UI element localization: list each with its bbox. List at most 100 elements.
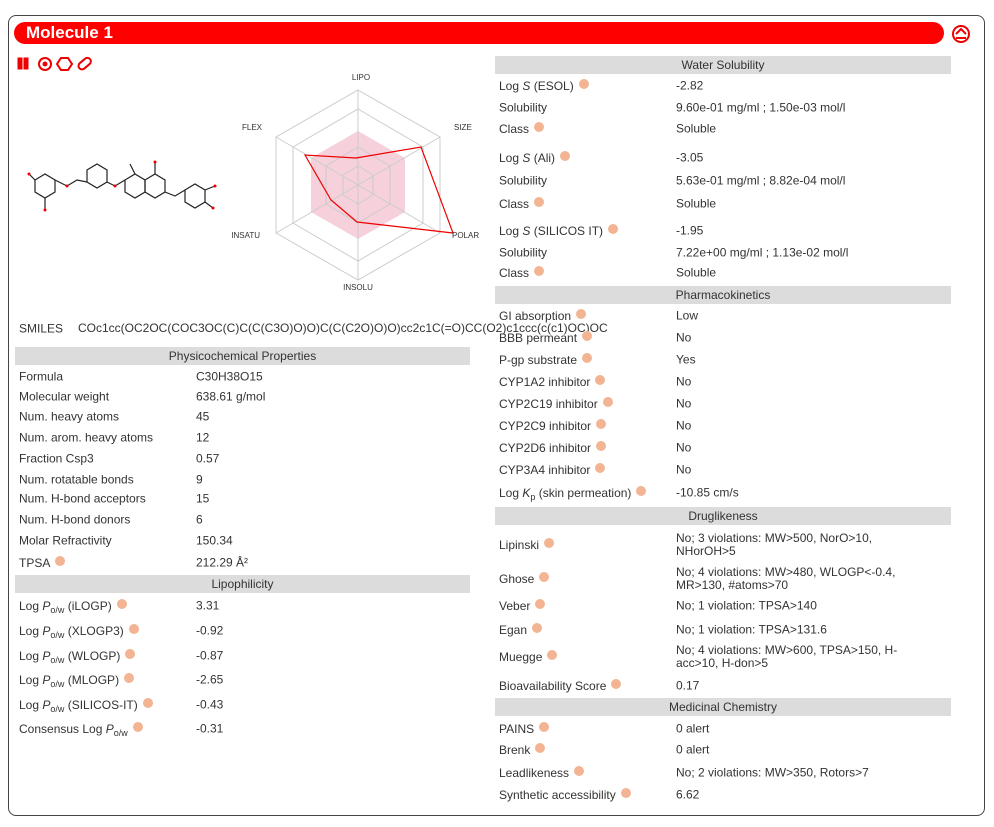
row-label: Ghose bbox=[499, 572, 550, 586]
row-label: Solubility bbox=[499, 245, 548, 260]
row-label: Veber bbox=[499, 599, 546, 613]
row-label: Bioavailability Score bbox=[499, 679, 622, 693]
help-icon bbox=[124, 673, 135, 683]
row-label: Class bbox=[499, 266, 545, 280]
row-value: 0 alert bbox=[676, 742, 710, 757]
section-header: Lipophilicity bbox=[15, 575, 470, 593]
smiles-value: COc1cc(OC2OC(COC3OC(C)C(C(C3O)O)O)C(C(C2… bbox=[78, 321, 608, 335]
row-label: Solubility bbox=[499, 174, 547, 188]
label-part: P bbox=[42, 673, 51, 687]
collapse-button[interactable] bbox=[950, 24, 972, 46]
label-part: (iLOGP) bbox=[64, 599, 112, 613]
icon-toolbar bbox=[17, 56, 92, 71]
row-label: Num. rotatable bonds bbox=[19, 472, 134, 487]
label-part: P bbox=[42, 624, 51, 638]
row-value: -2.82 bbox=[676, 78, 704, 93]
help-icon bbox=[539, 572, 550, 582]
row-value: -3.05 bbox=[676, 150, 704, 165]
row-value: No; 1 violation: TPSA>131.6 bbox=[676, 622, 827, 637]
row-label: Class bbox=[499, 122, 545, 136]
help-icon bbox=[596, 441, 607, 451]
label-text: Veber bbox=[499, 599, 531, 613]
label-text: Class bbox=[499, 266, 530, 280]
label-part: K bbox=[522, 486, 531, 500]
label-part: o/w bbox=[50, 704, 65, 714]
label-text: Molecular weight bbox=[19, 389, 110, 404]
row-value: No bbox=[676, 396, 692, 411]
row-label: Synthetic accessibility bbox=[499, 788, 631, 802]
row-value: No; 3 violations: MW>500, NorO>10, NHorO… bbox=[676, 531, 873, 558]
label-text: Synthetic accessibility bbox=[499, 788, 616, 802]
help-icon bbox=[116, 599, 127, 609]
row-label: Log S (Ali) bbox=[499, 151, 571, 165]
row-value: No bbox=[676, 374, 692, 389]
row-value: -0.43 bbox=[196, 697, 224, 712]
label-text: CYP2D6 inhibitor bbox=[499, 441, 592, 455]
label-text: Fraction Csp3 bbox=[19, 451, 94, 466]
radar-axis-label: LIPO bbox=[352, 73, 370, 82]
row-label: Log S (SILICOS IT) bbox=[499, 224, 619, 238]
row-value: No bbox=[676, 440, 692, 455]
row-value: 9.60e-01 mg/ml ; 1.50e-03 mol/l bbox=[676, 100, 846, 115]
help-icon bbox=[574, 766, 585, 776]
row-value: Soluble bbox=[676, 121, 717, 136]
row-value: No bbox=[676, 462, 692, 477]
label-text: Bioavailability Score bbox=[499, 679, 607, 693]
label-part: p bbox=[530, 492, 536, 502]
row-value: 150.34 bbox=[196, 533, 233, 548]
row-label: Egan bbox=[499, 623, 543, 637]
help-icon bbox=[132, 722, 143, 732]
row-label: CYP1A2 inhibitor bbox=[499, 375, 606, 389]
label-text: Formula bbox=[19, 369, 64, 384]
label-part: o/w bbox=[50, 655, 65, 665]
label-text: GI absorption bbox=[499, 309, 572, 323]
label-text: CYP1A2 inhibitor bbox=[499, 375, 591, 389]
label-text: CYP3A4 inhibitor bbox=[499, 463, 591, 477]
row-label: Molar Refractivity bbox=[19, 534, 112, 548]
label-text: Num. heavy atoms bbox=[19, 409, 120, 424]
radar-axis-label: SIZE bbox=[454, 123, 472, 132]
label-part: Log bbox=[499, 486, 523, 500]
row-value: 0.17 bbox=[676, 678, 700, 693]
label-part: P bbox=[42, 599, 51, 613]
label-part: S bbox=[522, 224, 531, 238]
row-value: Yes bbox=[676, 352, 696, 367]
row-label: Fraction Csp3 bbox=[19, 451, 94, 466]
row-value: No bbox=[676, 330, 692, 345]
row-label: Log Kp (skin permeation) bbox=[499, 486, 647, 502]
row-value: 6.62 bbox=[676, 787, 700, 802]
row-label: Molecular weight bbox=[19, 389, 110, 404]
help-icon bbox=[535, 743, 546, 753]
row-value: 0.57 bbox=[196, 451, 220, 466]
row-value: 12 bbox=[196, 430, 210, 445]
row-label: Solubility bbox=[499, 101, 547, 115]
label-text: Solubility bbox=[499, 245, 548, 260]
label-text: Num. rotatable bonds bbox=[19, 472, 134, 487]
row-value: No; 4 violations: MW>480, WLOGP<-0.4, MR… bbox=[676, 565, 896, 592]
radar-axis-label: INSOLU bbox=[343, 283, 373, 292]
row-label: TPSA bbox=[19, 556, 66, 570]
row-value: Soluble bbox=[676, 196, 717, 211]
help-icon bbox=[582, 353, 593, 363]
label-part: (skin permeation) bbox=[535, 486, 632, 500]
label-text: P-gp substrate bbox=[499, 353, 578, 367]
section-header: Druglikeness bbox=[495, 507, 951, 525]
section-header: Water Solubility bbox=[495, 56, 951, 74]
row-label: Log Po/w (WLOGP) bbox=[19, 649, 136, 665]
row-value: C30H38O15 bbox=[196, 369, 263, 384]
label-part: P bbox=[105, 722, 114, 736]
row-label: CYP3A4 inhibitor bbox=[499, 463, 606, 477]
label-part: (SILICOS-IT) bbox=[64, 698, 138, 712]
label-text: BBB permeant bbox=[499, 331, 578, 345]
row-label: Class bbox=[499, 197, 545, 211]
row-value: Soluble bbox=[676, 265, 717, 280]
label-part: Log bbox=[19, 599, 43, 613]
label-part: o/w bbox=[50, 605, 65, 615]
row-value: 6 bbox=[196, 512, 203, 527]
result-panel bbox=[8, 15, 985, 816]
row-label: Brenk bbox=[499, 743, 546, 757]
row-value: -10.85 cm/s bbox=[676, 485, 739, 500]
section-header: Medicinal Chemistry bbox=[495, 698, 951, 716]
row-label: CYP2C19 inhibitor bbox=[499, 397, 613, 411]
